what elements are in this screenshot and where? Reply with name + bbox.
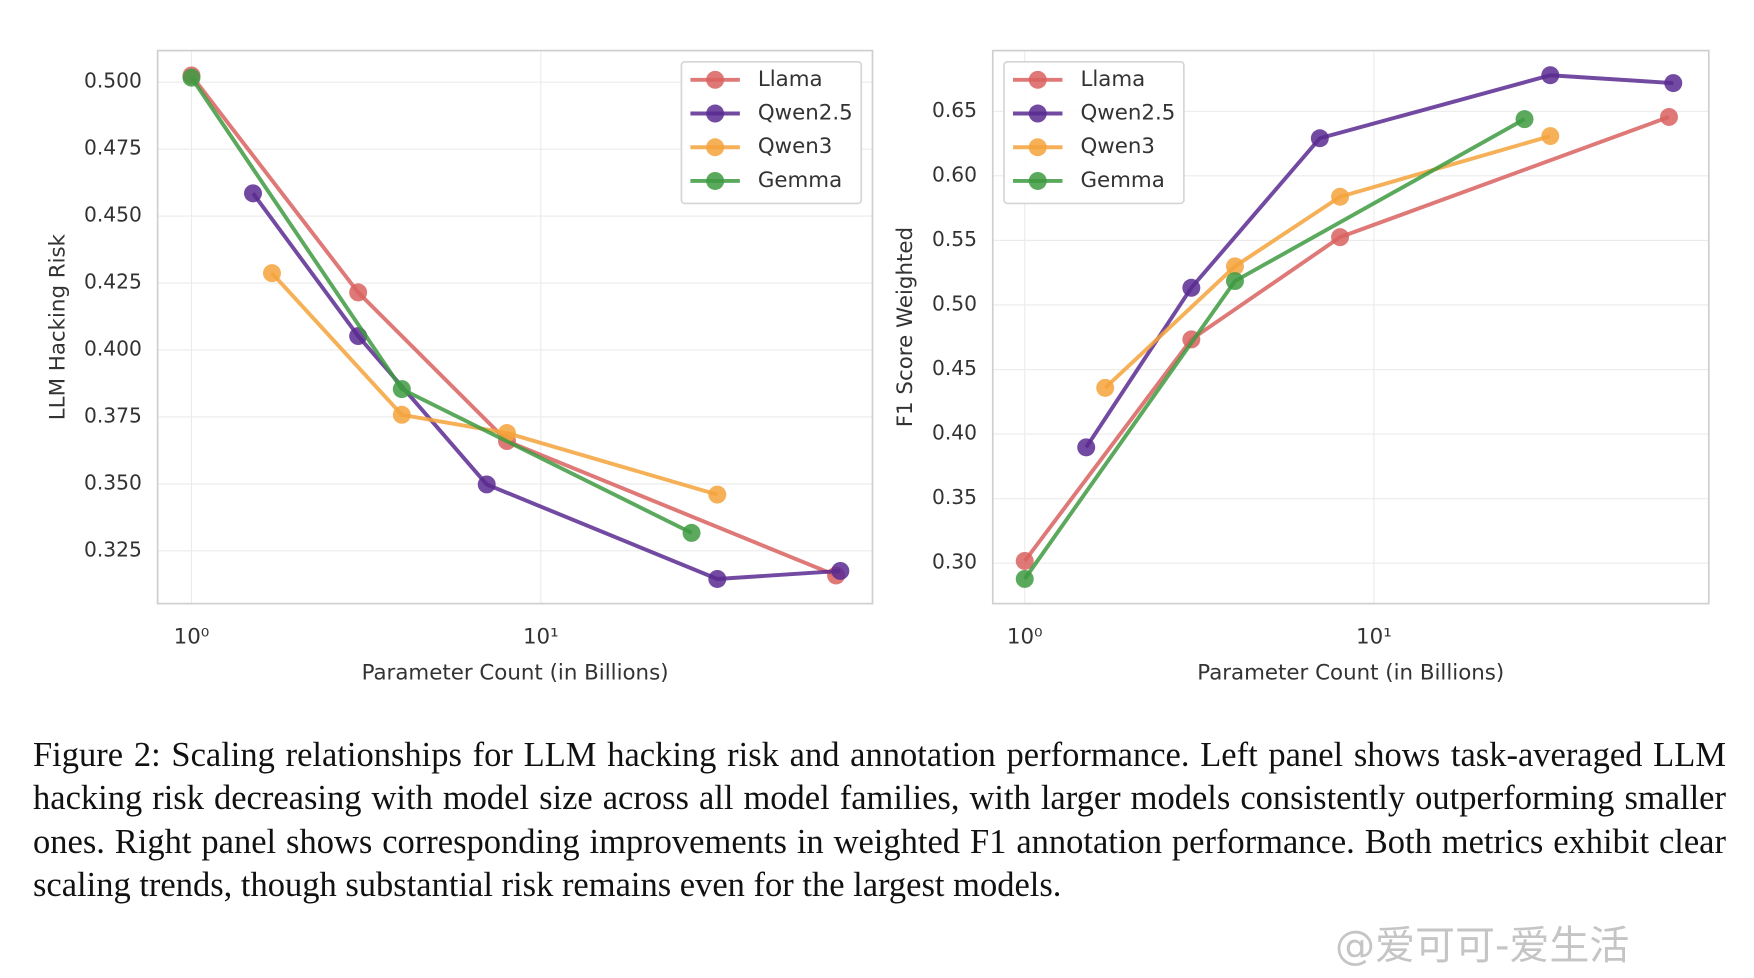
legend-frame <box>1003 60 1185 205</box>
x-tick-label: 10¹ <box>523 624 559 649</box>
y-tick-label: 0.350 <box>84 470 142 494</box>
data-point <box>262 264 281 283</box>
legend-label: Llama <box>758 67 823 92</box>
y-axis-label: LLM Hacking Risk <box>46 233 71 420</box>
figure: 0.3250.3500.3750.4000.4250.4500.4750.500… <box>46 49 1710 685</box>
legend-label: Qwen2.5 <box>758 101 853 126</box>
y-tick-label: 0.375 <box>84 403 142 427</box>
y-tick-label: 0.400 <box>84 336 142 360</box>
series-line <box>1023 115 1670 563</box>
series-line <box>1103 134 1551 390</box>
legend-label: Qwen3 <box>758 134 833 159</box>
series-line <box>270 271 718 497</box>
data-point <box>1096 378 1115 397</box>
data-point <box>477 475 496 494</box>
y-tick-label: 0.450 <box>84 203 142 227</box>
data-point <box>1225 272 1244 291</box>
legend-marker <box>1028 104 1047 123</box>
caption: Figure 2: Scaling relationships for LLM … <box>33 736 1726 904</box>
data-point <box>1331 228 1350 247</box>
x-tick-label: 10¹ <box>1356 624 1392 649</box>
legend-marker <box>706 138 725 157</box>
data-point <box>1664 74 1683 93</box>
y-tick-label: 0.500 <box>84 69 142 93</box>
data-point <box>1015 569 1034 588</box>
plot-frame <box>156 49 874 605</box>
y-tick-label: 0.50 <box>932 291 977 315</box>
y-tick-label: 0.45 <box>932 356 977 380</box>
legend-marker <box>1028 138 1047 157</box>
x-axis-label: Parameter Count (in Billions) <box>362 660 669 685</box>
y-tick-label: 0.35 <box>932 485 977 509</box>
legend-label: Qwen2.5 <box>1080 101 1175 126</box>
data-point <box>1077 438 1096 457</box>
y-tick-label: 0.60 <box>932 162 977 186</box>
legend-label: Qwen3 <box>1080 134 1155 159</box>
panel: 0.325 0.350 0.375 0.400 0.425 0.450 0.475 0.500… <box>46 49 874 685</box>
data-point <box>392 380 411 399</box>
data-point <box>1331 187 1350 206</box>
data-point <box>1182 278 1201 297</box>
y-tick-label: 0.40 <box>932 421 977 445</box>
y-tick-label: 0.55 <box>932 227 977 251</box>
data-point <box>708 485 727 504</box>
series-line <box>251 192 841 581</box>
data-point <box>182 68 201 87</box>
data-point <box>708 569 727 588</box>
y-tick-label: 0.30 <box>932 550 977 574</box>
series-line <box>189 74 837 578</box>
data-point <box>244 184 262 203</box>
data-point <box>1515 110 1534 129</box>
x-tick-label: 10⁰ <box>1007 624 1043 649</box>
data-point <box>831 561 850 580</box>
x-tick-label: 10⁰ <box>174 624 210 649</box>
legend-frame <box>680 60 863 205</box>
legend-label: Gemma <box>1080 168 1164 193</box>
legend-marker <box>1028 171 1047 190</box>
data-point <box>1541 66 1560 85</box>
watermark: @爱可可-爱生活 <box>1335 923 1630 969</box>
y-tick-label: 0.475 <box>84 136 142 160</box>
data-point <box>682 523 701 542</box>
data-point <box>349 283 368 302</box>
legend-marker <box>1028 70 1047 89</box>
y-tick-label: 0.325 <box>84 537 142 561</box>
data-point <box>1541 127 1560 146</box>
data-point <box>1660 107 1678 126</box>
data-point <box>1310 129 1329 148</box>
data-point <box>1015 552 1034 570</box>
legend-label: Gemma <box>758 168 842 193</box>
y-tick-label: 0.65 <box>932 98 977 122</box>
legend-marker <box>706 171 725 190</box>
x-axis-label: Parameter Count (in Billions) <box>1197 660 1504 685</box>
panel: 0.30 0.35 0.40 0.45 0.50 0.55 0.60 0.65 10⁰ 10¹ Pa… <box>893 49 1710 685</box>
y-axis-label: F1 Score Weighted <box>893 227 918 427</box>
legend-marker <box>706 104 725 123</box>
data-point <box>392 405 411 424</box>
legend-label: Llama <box>1080 67 1145 92</box>
plot-frame <box>991 49 1710 605</box>
legend-marker <box>706 70 725 89</box>
data-point <box>1225 257 1244 276</box>
y-tick-label: 0.425 <box>84 270 142 294</box>
